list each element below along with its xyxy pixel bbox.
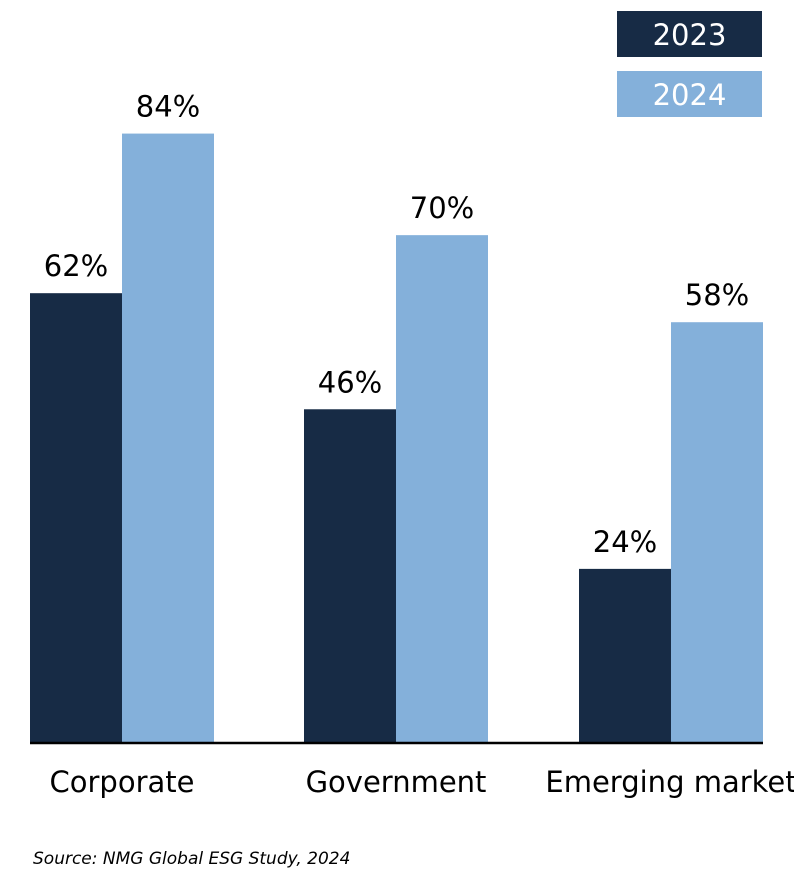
data-label-government-2023: 46% — [318, 365, 382, 399]
bars — [30, 133, 763, 743]
bar-emerging-market-2024 — [671, 322, 763, 743]
bar-government-2023 — [304, 409, 396, 743]
category-labels: Corporate Government Emerging market — [50, 765, 794, 799]
bar-emerging-market-2023 — [579, 568, 671, 743]
legend: 2023 2024 — [617, 11, 762, 117]
data-label-government-2024: 70% — [410, 191, 474, 225]
data-label-emerging-market-2024: 58% — [685, 278, 749, 312]
legend-label-2024: 2024 — [653, 78, 727, 112]
source-note: Source: NMG Global ESG Study, 2024 — [33, 849, 350, 869]
bar-corporate-2023 — [30, 293, 122, 743]
data-labels: 62% 84% 46% 70% 24% 58% — [44, 90, 749, 559]
category-label-government: Government — [306, 765, 487, 799]
category-label-corporate: Corporate — [50, 765, 195, 799]
bar-government-2024 — [396, 235, 488, 743]
legend-label-2023: 2023 — [653, 18, 727, 52]
legend-swatch-2023 — [617, 11, 762, 57]
category-label-emerging-market: Emerging market — [545, 765, 794, 799]
legend-swatch-2024 — [617, 71, 762, 117]
data-label-emerging-market-2023: 24% — [593, 525, 657, 559]
data-label-corporate-2024: 84% — [136, 90, 200, 124]
bar-corporate-2024 — [122, 133, 214, 743]
data-label-corporate-2023: 62% — [44, 249, 108, 283]
